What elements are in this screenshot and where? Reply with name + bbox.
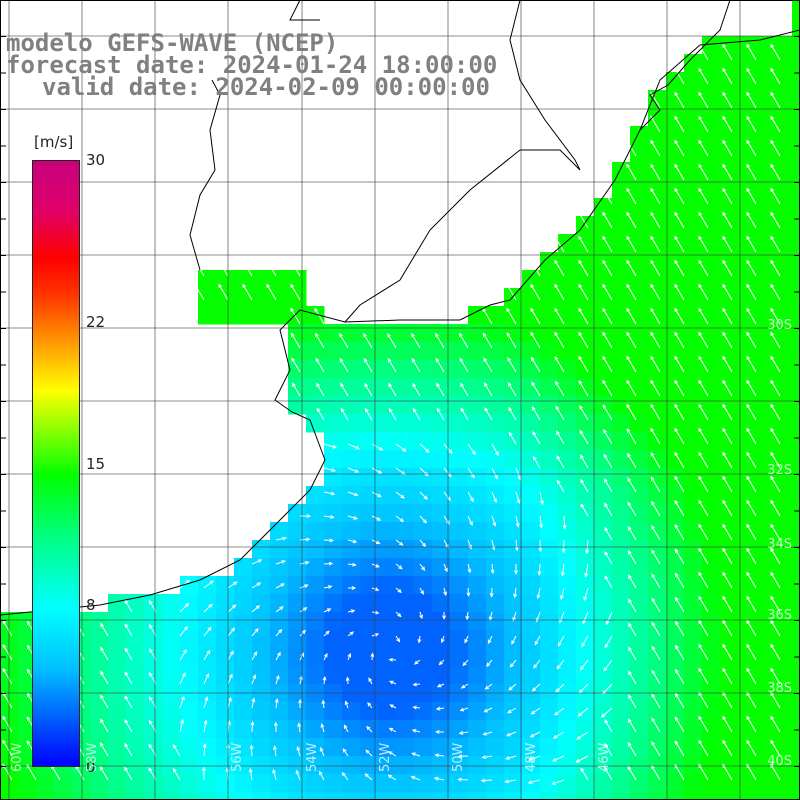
- lon-label-54W: 54W: [305, 742, 320, 772]
- lat-label-30S: 30S: [767, 318, 792, 333]
- lon-label-52W: 52W: [378, 742, 393, 772]
- colorbar: [32, 160, 80, 767]
- valid-date: valid date: 2024-02-09 00:00:00: [42, 73, 490, 101]
- lat-label-38S: 38S: [767, 681, 792, 696]
- colorbar-tick-22: 22: [86, 312, 106, 331]
- coastline: [0, 0, 800, 616]
- lon-label-56W: 56W: [230, 742, 245, 772]
- model-title: modelo GEFS-WAVE (NCEP): [6, 29, 339, 57]
- colorbar-tick-0: 0: [86, 758, 96, 776]
- forecast-date: forecast date: 2024-01-24 18:00:00: [6, 51, 498, 79]
- colorbar-tick-8: 8: [86, 596, 96, 615]
- lon-label-48W: 48W: [524, 742, 539, 772]
- lat-label-40S: 40S: [767, 754, 792, 769]
- lon-label-46W: 46W: [597, 742, 612, 772]
- lon-label-50W: 50W: [451, 742, 466, 772]
- colorbar-tick-30: 30: [86, 151, 106, 169]
- lon-label-60W: 60W: [10, 742, 25, 772]
- lat-label-32S: 32S: [767, 463, 792, 478]
- lon-label-58W: 58W: [85, 742, 100, 772]
- lat-label-36S: 36S: [767, 608, 792, 623]
- lat-label-34S: 34S: [767, 537, 792, 552]
- colorbar-unit: [m/s]: [34, 133, 74, 151]
- colorbar-tick-15: 15: [86, 454, 106, 473]
